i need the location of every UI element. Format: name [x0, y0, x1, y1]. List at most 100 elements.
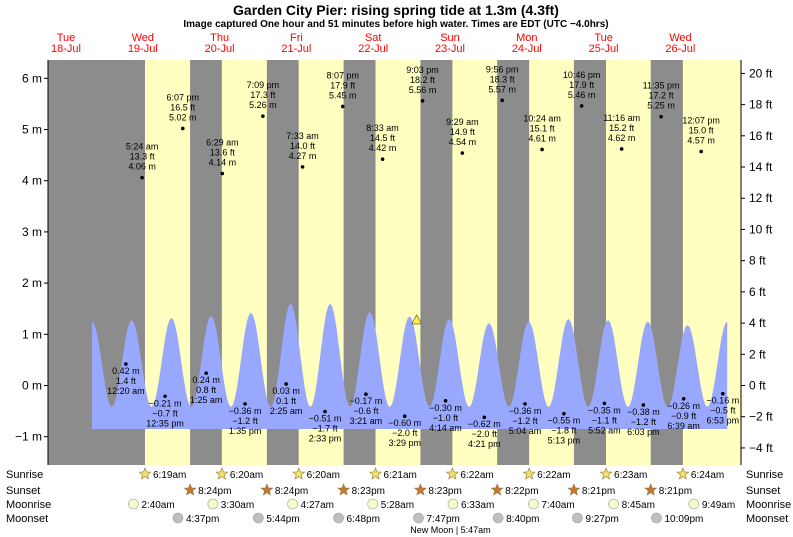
tide-point	[163, 394, 167, 399]
sunset-icon	[337, 483, 351, 496]
tide-point	[261, 114, 265, 118]
day-date: 24-Jul	[512, 43, 542, 55]
tide-point	[420, 99, 425, 103]
tide-m-label: −0.51 m	[309, 414, 342, 424]
moonset-time: 10:09pm	[664, 514, 703, 525]
tide-ft-label: −1.2 ft	[631, 417, 657, 427]
tide-time-label: 6:07 pm	[167, 92, 200, 102]
tide-time-label: 5:04 am	[509, 426, 542, 436]
day-name: Wed	[132, 32, 154, 44]
y-tick-label-right: −4 ft	[749, 441, 773, 455]
tide-m-label: 5.56 m	[409, 85, 437, 95]
sunrise-icon	[522, 467, 536, 480]
tide-m-label: 4.57 m	[687, 136, 715, 146]
tide-time-label: 3:29 pm	[388, 438, 421, 448]
sunrise-icon	[215, 467, 229, 480]
tide-time-label: 6:39 am	[667, 421, 700, 431]
tide-time-label: 1:25 am	[190, 395, 223, 405]
tide-time-label: 5:13 pm	[548, 436, 581, 446]
tide-ft-label: −1.2 ft	[232, 416, 258, 426]
moonset-time: 7:47pm	[427, 514, 460, 525]
tide-m-label: 5.25 m	[647, 101, 675, 111]
tide-m-label: −0.38 m	[627, 407, 660, 417]
tide-time-label: 2:25 am	[270, 406, 303, 416]
moonset-icon	[651, 512, 662, 524]
chart-subtitle: Image captured One hour and 51 minutes b…	[183, 19, 608, 30]
day-name: Sun	[440, 32, 460, 44]
tide-ft-label: 14.9 ft	[450, 127, 476, 137]
tide-m-label: 4.54 m	[449, 137, 477, 147]
tide-m-label: −0.17 m	[350, 396, 383, 406]
tide-point	[243, 402, 247, 406]
moonrise-time: 3:30am	[221, 500, 254, 511]
y-tick-label-right: 20 ft	[749, 66, 773, 80]
tide-area	[92, 303, 728, 429]
sunrise-row-label-left: Sunrise	[6, 469, 43, 481]
day-name: Thu	[210, 32, 229, 44]
tide-time-label: 12:07 pm	[682, 116, 720, 126]
tide-time-label: 3:21 am	[350, 416, 383, 426]
current-tide-marker	[411, 314, 423, 325]
tide-m-label: 4.14 m	[209, 158, 237, 168]
y-tick-label-right: 6 ft	[749, 285, 766, 299]
tide-point	[562, 411, 566, 416]
sunset-icon	[183, 483, 197, 496]
day-name: Mon	[516, 32, 537, 44]
y-tick-label-right: 12 ft	[749, 191, 773, 205]
tide-ft-label: 16.5 ft	[170, 102, 196, 112]
y-tick-label-left: 5 m	[22, 123, 42, 137]
tide-ft-label: −1.0 ft	[433, 413, 459, 423]
tide-m-label: 5.46 m	[568, 90, 596, 100]
moonset-icon	[413, 512, 424, 524]
y-tick-label-right: 16 ft	[749, 129, 773, 143]
day-name: Sat	[365, 32, 382, 44]
tide-time-label: 6:53 pm	[707, 416, 740, 426]
tide-ft-label: 0.8 ft	[196, 385, 217, 395]
tide-m-label: −0.36 m	[509, 406, 542, 416]
tide-time-label: 11:35 pm	[643, 81, 680, 91]
sunset-row-label-left: Sunset	[6, 485, 40, 497]
moonset-time: 6:48pm	[347, 514, 380, 525]
sunset-icon	[567, 483, 581, 496]
moonrise-time: 4:27am	[301, 500, 334, 511]
sunset-icon	[413, 483, 427, 496]
day-date: 18-Jul	[51, 43, 81, 55]
sunrise-time: 6:19am	[153, 470, 186, 481]
sunset-time: 8:23pm	[428, 486, 461, 497]
tide-ft-label: 17.3 ft	[250, 90, 276, 100]
tide-ft-label: −0.9 ft	[671, 411, 697, 421]
tide-point	[540, 147, 544, 152]
moonset-icon	[492, 512, 504, 524]
tide-time-label: 12:20 am	[107, 386, 145, 396]
tide-m-label: 5.02 m	[169, 112, 197, 122]
tide-time-label: 8:33 am	[366, 123, 399, 133]
y-tick-label-right: 10 ft	[749, 222, 773, 236]
tide-ft-label: −1.8 ft	[551, 426, 577, 436]
sunrise-icon	[599, 467, 613, 480]
tide-m-label: −0.62 m	[468, 419, 501, 429]
day-date: 26-Jul	[665, 43, 695, 55]
day-date: 21-Jul	[281, 43, 311, 55]
sunset-time: 8:24pm	[198, 486, 231, 497]
tide-point	[220, 171, 225, 176]
y-tick-label-left: 0 m	[22, 379, 42, 393]
moonset-time: 9:27pm	[585, 514, 618, 525]
y-tick-label-right: 2 ft	[749, 347, 766, 361]
tide-ft-label: 0.1 ft	[276, 396, 297, 406]
sunrise-icon	[138, 467, 152, 480]
moonrise-icon	[128, 498, 139, 510]
axes: −1 m 0 m 1 m 2 m 3 m 4 m 5 m 6 m −4 ft −2 ft 0 ft 2…	[15, 60, 773, 465]
tide-point	[721, 391, 725, 396]
moonrise-icon	[207, 498, 219, 510]
tide-m-label: 0.42 m	[112, 366, 140, 376]
tide-point	[380, 157, 385, 161]
day-date: 19-Jul	[128, 43, 158, 55]
tide-point	[300, 165, 305, 169]
y-tick-label-right: −2 ft	[749, 410, 773, 424]
tide-ft-label: −0.7 ft	[152, 408, 178, 418]
sunrise-time: 6:23am	[614, 470, 647, 481]
tide-ft-label: 18.2 ft	[410, 75, 436, 85]
sunset-icon	[644, 483, 658, 496]
tide-time-label: 7:33 am	[286, 131, 319, 141]
